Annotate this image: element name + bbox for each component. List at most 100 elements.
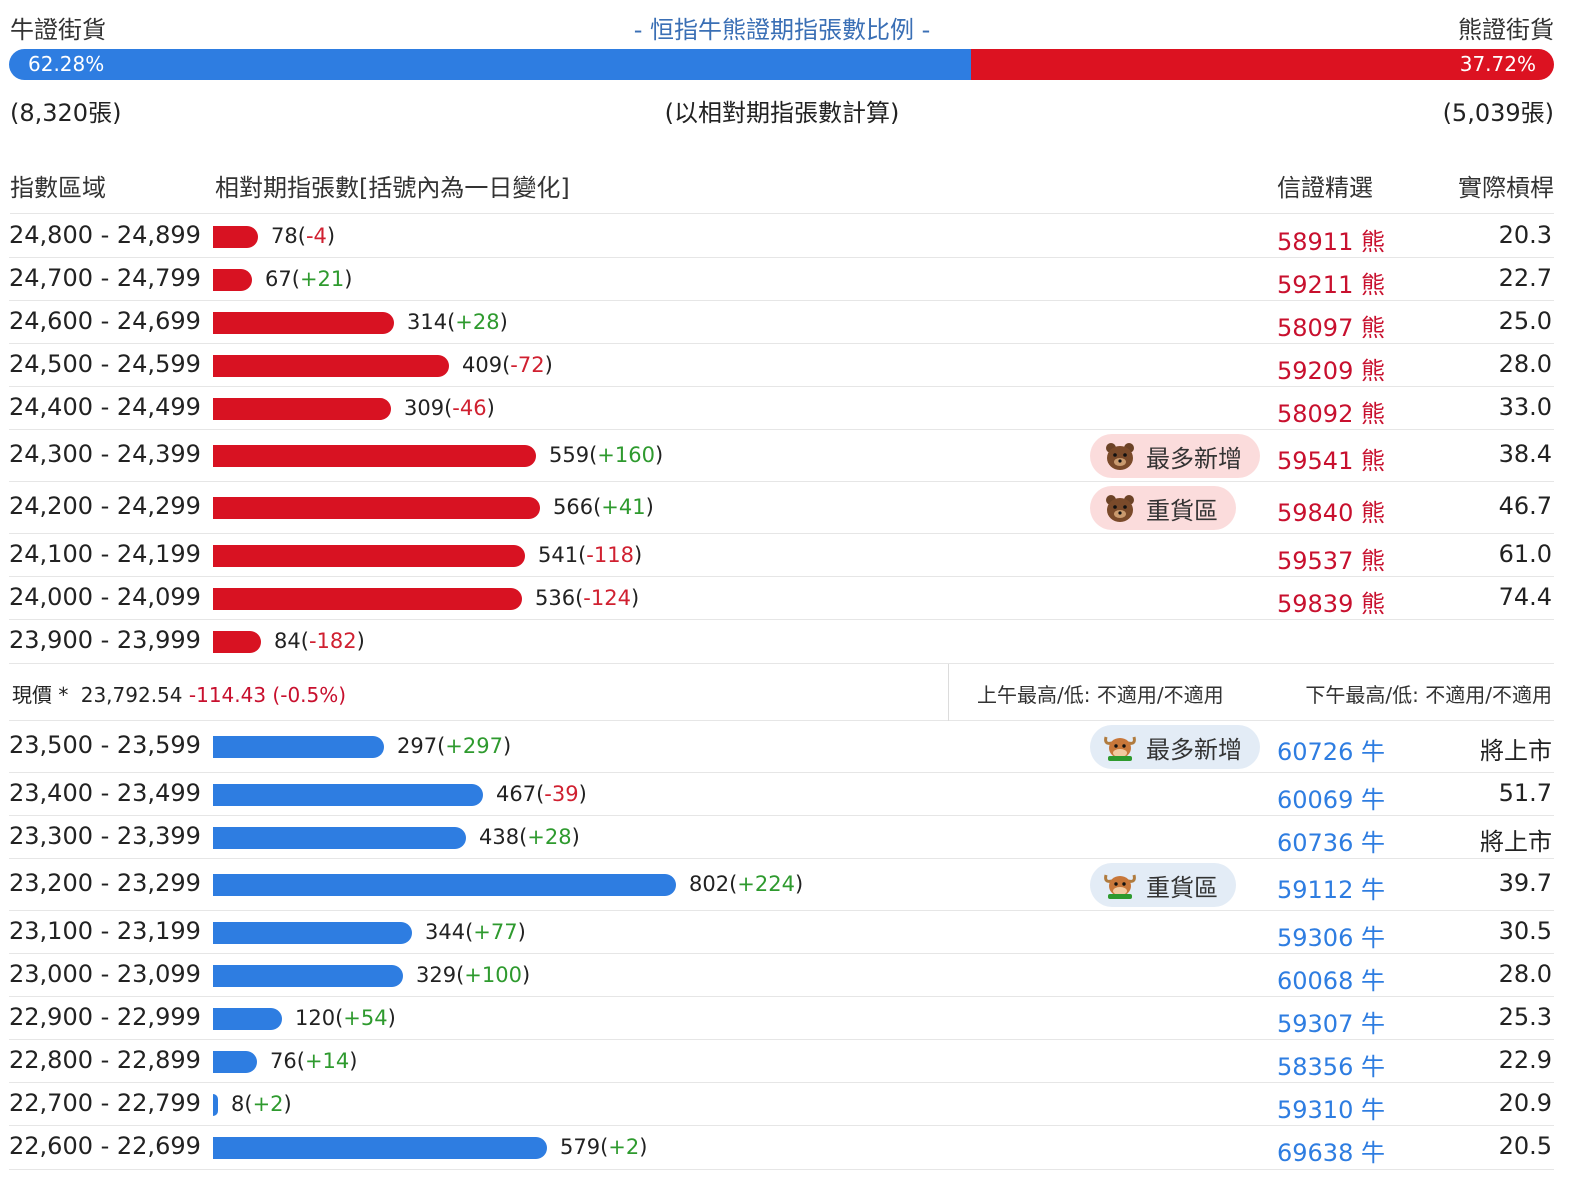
bear-warrant-code-link[interactable]: 58092 熊: [1277, 399, 1385, 428]
contracts-count: 467: [496, 781, 537, 806]
bull-zone-row: 23,200 - 23,299 802(+224) 重貨區 59112 牛 39.7: [9, 859, 1554, 911]
bull-warrant-code-link[interactable]: 59310 牛: [1277, 1095, 1385, 1124]
paren-close: ): [326, 223, 336, 248]
effective-leverage: 將上市: [1480, 827, 1552, 856]
paren-close: ): [639, 1135, 648, 1159]
daily-change: -124: [583, 585, 631, 610]
bull-warrant-code-link[interactable]: 60068 牛: [1277, 966, 1385, 995]
contracts-label: 802(+224): [689, 872, 803, 896]
bear-zone-row: 24,700 - 24,799 67(+21) 59211 熊 22.7: [9, 258, 1554, 301]
daily-change: +100: [464, 962, 522, 987]
bull-warrant-code-link[interactable]: 69638 牛: [1277, 1139, 1385, 1167]
bull-contracts-bar: [213, 1050, 257, 1073]
paren-close: ): [517, 919, 526, 944]
index-range: 24,400 - 24,499: [9, 392, 201, 421]
bull-warrant-code-link[interactable]: 59307 牛: [1277, 1009, 1385, 1038]
am-high-low: 上午最高/低: 不適用/不適用: [977, 683, 1224, 707]
bull-ratio-fill: 62.28%: [9, 49, 972, 80]
badge-label: 最多新增: [1146, 735, 1242, 764]
bull-warrant-code-link[interactable]: 59306 牛: [1277, 923, 1385, 952]
bear-zone-row: 24,500 - 24,599 409(-72) 59209 熊 28.0: [9, 344, 1554, 387]
bull-warrant-code-link[interactable]: 60726 牛: [1277, 738, 1385, 766]
bear-contracts-bar: [213, 397, 391, 420]
bull-icon: [1104, 736, 1136, 761]
paren-open: (: [536, 781, 545, 806]
effective-leverage: 20.9: [1498, 1088, 1552, 1117]
contracts-label: 467(-39): [496, 782, 587, 806]
bull-contracts-bar: [213, 1007, 282, 1030]
daily-change: +28: [527, 824, 572, 849]
paren-close: ): [521, 962, 531, 987]
index-range: 24,100 - 24,199: [9, 539, 201, 568]
bear-warrant-code-link[interactable]: 59840 熊: [1277, 499, 1385, 527]
bear-warrant-code-link[interactable]: 59839 熊: [1277, 589, 1385, 618]
contracts-label: 309(-46): [404, 396, 495, 420]
bull-zone-row: 23,100 - 23,199 344(+77) 59306 牛 30.5: [9, 911, 1554, 954]
contracts-count: 438: [479, 824, 520, 849]
paren-open: (: [300, 629, 309, 653]
index-range: 23,000 - 23,099: [9, 959, 201, 988]
contracts-count: 309: [404, 395, 445, 420]
bull-contracts-bar: [213, 783, 483, 806]
bear-contracts-bar: [213, 587, 522, 610]
daily-change: +77: [473, 919, 518, 944]
paren-open: (: [437, 734, 446, 758]
bull-warrant-code-link[interactable]: 60736 牛: [1277, 828, 1385, 857]
effective-leverage: 25.0: [1498, 306, 1552, 335]
bear-warrant-code-link[interactable]: 59541 熊: [1277, 447, 1385, 475]
bear-percent: 37.72%: [1459, 52, 1536, 76]
bear-warrant-code-link[interactable]: 59209 熊: [1277, 356, 1385, 385]
contracts-label: 67(+21): [265, 267, 352, 291]
count-note: (以相對期指張數計算): [664, 99, 900, 127]
page-title: - 恒指牛熊證期指張數比例 -: [633, 16, 931, 44]
bull-zone-row: 22,900 - 22,999 120(+54) 59307 牛 25.3: [9, 997, 1554, 1040]
paren-close: ): [344, 266, 353, 291]
paren-open: (: [465, 919, 474, 944]
col-contracts: 相對期指張數[括號內為一日變化]: [215, 174, 570, 202]
index-range: 22,700 - 22,799: [9, 1088, 201, 1117]
bull-warrant-code-link[interactable]: 59112 牛: [1277, 876, 1385, 904]
bear-icon: [1106, 495, 1134, 522]
divider: [948, 664, 949, 721]
index-range: 23,200 - 23,299: [9, 869, 201, 897]
contracts-count: 78: [271, 223, 298, 248]
daily-change: +160: [597, 443, 655, 467]
bull-count: (8,320張): [10, 99, 122, 127]
bear-warrant-code-link[interactable]: 59537 熊: [1277, 546, 1385, 575]
bear-warrant-code-link[interactable]: 58911 熊: [1277, 227, 1385, 256]
bull-warrant-code-link[interactable]: 58356 牛: [1277, 1052, 1385, 1081]
contracts-label: 541(-118): [538, 543, 642, 567]
contracts-count: 579: [560, 1135, 601, 1159]
paren-open: (: [502, 352, 511, 377]
effective-leverage: 20.3: [1498, 220, 1552, 249]
paren-close: ): [630, 585, 640, 610]
index-range: 24,700 - 24,799: [9, 263, 201, 292]
bull-zone-row: 22,700 - 22,799 8(+2) 59310 牛 20.9: [9, 1083, 1554, 1126]
bull-contracts-bar: [213, 1137, 547, 1159]
bull-contracts-bar: [213, 736, 384, 758]
daily-change: -39: [544, 781, 579, 806]
bear-contracts-bar: [213, 268, 252, 291]
paren-close: ): [502, 734, 512, 758]
contracts-count: 76: [270, 1048, 297, 1073]
bear-warrant-code-link[interactable]: 59211 熊: [1277, 270, 1385, 299]
paren-close: ): [645, 495, 654, 519]
bear-icon: [1106, 443, 1134, 470]
badge-label: 重貨區: [1146, 873, 1218, 902]
effective-leverage: 33.0: [1498, 392, 1552, 421]
index-range: 24,200 - 24,299: [9, 492, 201, 520]
bull-icon: [1104, 874, 1136, 899]
bear-warrant-code-link[interactable]: 58097 熊: [1277, 313, 1385, 342]
index-range: 23,500 - 23,599: [9, 731, 201, 759]
paren-open: (: [291, 266, 300, 291]
bull-warrant-code-link[interactable]: 60069 牛: [1277, 785, 1385, 814]
index-range: 24,000 - 24,099: [9, 582, 201, 611]
index-range: 23,100 - 23,199: [9, 916, 201, 945]
effective-leverage: 61.0: [1498, 539, 1552, 568]
paren-open: (: [447, 309, 456, 334]
bear-zone-row: 23,900 - 23,999 84(-182): [9, 620, 1554, 664]
bear-contracts-bar: [213, 225, 258, 248]
effective-leverage: 將上市: [1480, 737, 1552, 765]
paren-close: ): [544, 352, 553, 377]
index-range: 24,300 - 24,399: [9, 440, 201, 468]
